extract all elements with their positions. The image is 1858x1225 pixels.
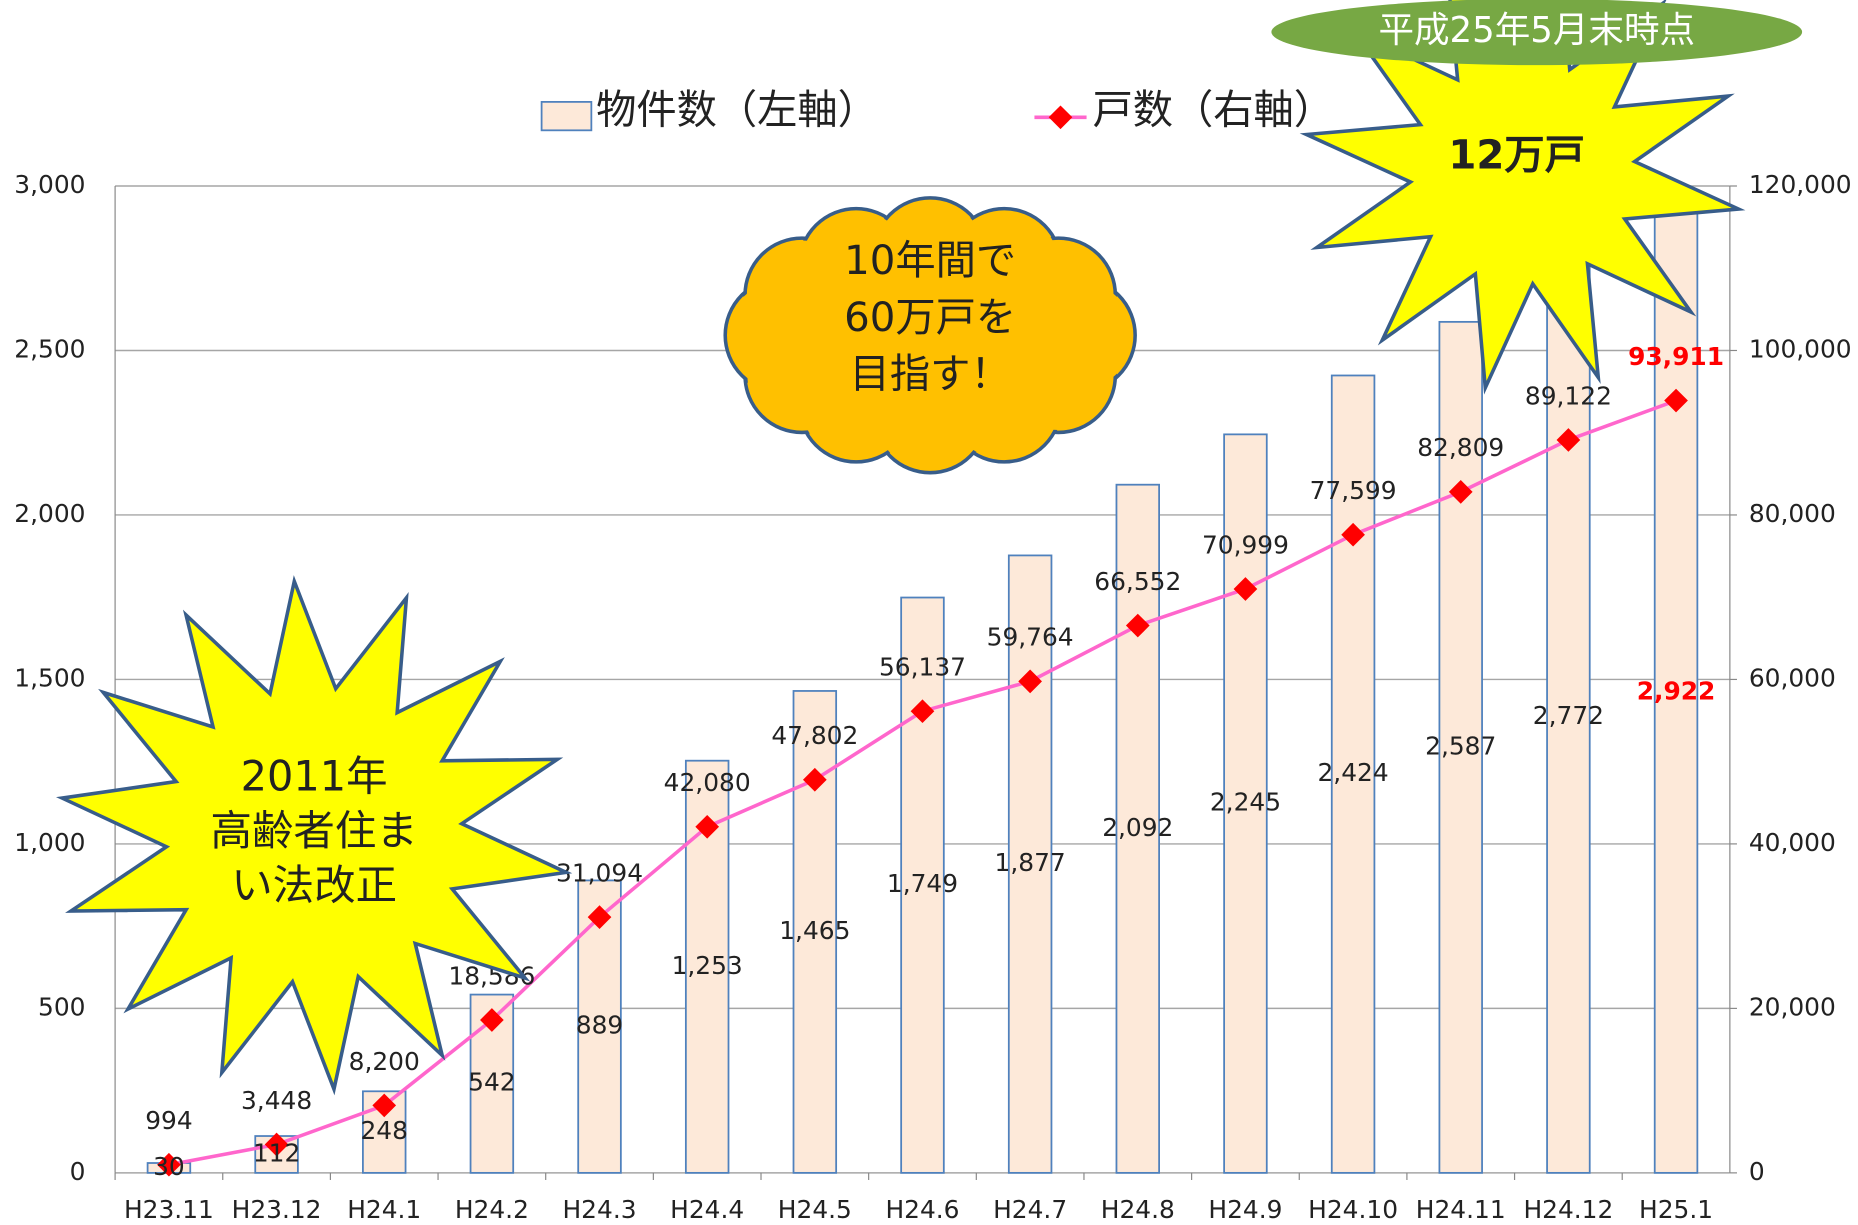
x-tick-label: H25.1: [1639, 1195, 1713, 1224]
bar-value-label: 2,922: [1637, 676, 1716, 705]
bar-value-label: 2,092: [1102, 813, 1173, 842]
x-tick-label: H24.4: [670, 1195, 744, 1224]
cloud-text: 目指す！: [850, 352, 1011, 398]
bar-value-label: 1,877: [995, 848, 1066, 877]
x-tick-label: H24.5: [778, 1195, 852, 1224]
y-tick-label: 1,500: [14, 663, 85, 692]
y-tick-label: 500: [38, 992, 85, 1021]
line-value-label: 77,599: [1310, 476, 1397, 505]
y2-tick-label: 100,000: [1749, 334, 1852, 363]
bar-value-label: 1,465: [779, 916, 850, 945]
legend-marker: [1049, 105, 1073, 129]
bar-value-label: 889: [576, 1011, 623, 1040]
y2-tick-label: 40,000: [1749, 828, 1836, 857]
y-tick-label: 3,000: [14, 170, 85, 199]
burst-text: 高齢者住ま: [210, 807, 417, 855]
cloud-text: 60万戸を: [844, 295, 1016, 341]
burst-text: い法改正: [231, 862, 397, 910]
x-tick-label: H23.11: [124, 1195, 214, 1224]
y-tick-label: 2,500: [14, 334, 85, 363]
line-value-label: 47,802: [771, 721, 858, 750]
line-value-label: 994: [145, 1106, 192, 1135]
y2-tick-label: 120,000: [1749, 170, 1852, 199]
x-tick-label: H24.1: [347, 1195, 421, 1224]
bar-value-label: 2,245: [1210, 788, 1281, 817]
y2-tick-label: 80,000: [1749, 499, 1836, 528]
chart: 0 500 1,000 1,500 2,000 2,500 3,000 0 20,000 40,0…: [0, 0, 1858, 1225]
x-tick-label: H24.7: [993, 1195, 1067, 1224]
x-tick-label: H24.9: [1208, 1195, 1282, 1224]
x-tick-label: H24.11: [1416, 1195, 1506, 1224]
line-value-label: 66,552: [1094, 567, 1181, 596]
y2-tick-label: 60,000: [1749, 663, 1836, 692]
x-tick-label: H24.12: [1523, 1195, 1613, 1224]
y2-tick-label: 20,000: [1749, 992, 1836, 1021]
y2-tick-label: 0: [1749, 1157, 1765, 1186]
line-value-label: 56,137: [879, 653, 966, 682]
line-value-label: 82,809: [1417, 433, 1504, 462]
cloud-text: 10年間で: [844, 238, 1016, 284]
x-tick-label: H24.2: [455, 1195, 529, 1224]
y-tick-label: 0: [70, 1157, 86, 1186]
bar-value-label: 248: [360, 1116, 407, 1145]
date-note: 平成25年5月末時点: [1378, 10, 1695, 51]
y-tick-label: 1,000: [14, 828, 85, 857]
legend-swatch: [542, 102, 592, 130]
bar-value-label: 30: [153, 1152, 185, 1181]
bar-value-label: 2,424: [1318, 758, 1389, 787]
bar-value-label: 542: [468, 1068, 515, 1097]
burst-text: 12万戸: [1448, 133, 1585, 179]
x-tick-label: H24.3: [563, 1195, 637, 1224]
bar-value-label: 2,587: [1425, 731, 1496, 760]
page: 0 500 1,000 1,500 2,000 2,500 3,000 0 20,000 40,0…: [0, 0, 1858, 1225]
x-tick-label: H24.6: [885, 1195, 959, 1224]
line-value-label: 42,080: [664, 768, 751, 797]
y-tick-label: 2,000: [14, 499, 85, 528]
line-value-label: 93,911: [1628, 342, 1724, 371]
burst-text: 2011年: [241, 753, 388, 801]
x-tick-label: H23.12: [232, 1195, 322, 1224]
line-value-label: 70,999: [1202, 530, 1289, 559]
legend-label: 戸数（右軸）: [1092, 88, 1334, 134]
bar-value-label: 112: [253, 1138, 300, 1167]
line-value-label: 89,122: [1525, 381, 1612, 410]
legend-label: 物件数（左軸）: [596, 88, 878, 134]
line-value-label: 3,448: [241, 1086, 312, 1115]
bar-value-label: 2,772: [1533, 701, 1604, 730]
line-value-label: 59,764: [987, 623, 1074, 652]
x-tick-label: H24.10: [1308, 1195, 1398, 1224]
bar-value-label: 1,253: [672, 951, 743, 980]
x-tick-label: H24.8: [1101, 1195, 1175, 1224]
line-value-label: 8,200: [349, 1047, 420, 1076]
bar-value-label: 1,749: [887, 869, 958, 898]
